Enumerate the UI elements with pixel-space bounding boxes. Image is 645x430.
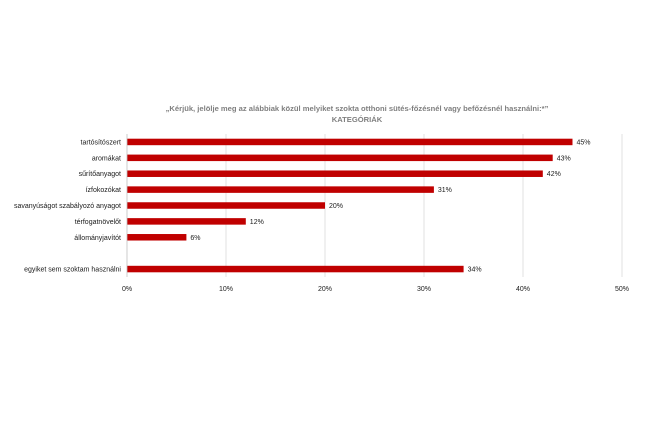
bar xyxy=(127,170,543,177)
chart-title: „Kérjük, jelölje meg az alábbiak közül m… xyxy=(166,104,549,113)
category-label: ízfokozókat xyxy=(86,187,121,194)
x-tick-label: 10% xyxy=(219,286,233,293)
data-label: 43% xyxy=(557,155,571,162)
bar xyxy=(127,202,325,209)
bar xyxy=(127,265,464,273)
data-label: 12% xyxy=(250,219,264,226)
bar xyxy=(127,234,187,241)
category-label: tartósítószert xyxy=(81,139,122,146)
data-label: 31% xyxy=(438,187,452,194)
chart-subtitle: KATEGÓRIÁK xyxy=(332,115,383,124)
category-label: aromákat xyxy=(92,155,121,162)
category-labels: tartósítószert aromákat sűrítőanyagot ízfok… xyxy=(14,139,121,273)
bar xyxy=(127,154,553,162)
data-label: 42% xyxy=(547,171,561,178)
x-tick-label: 30% xyxy=(417,286,431,293)
category-label: állományjavítót xyxy=(74,235,121,242)
bars xyxy=(127,138,573,273)
x-tick-label: 50% xyxy=(615,286,629,293)
bar xyxy=(127,186,434,193)
x-tick-label: 0% xyxy=(122,286,132,293)
bar xyxy=(127,138,573,146)
data-label: 45% xyxy=(577,139,591,146)
category-label: sűrítőanyagot xyxy=(79,171,121,178)
value-labels: 45% 43% 42% 31% 20% 12% 6% 34% xyxy=(190,139,590,273)
category-label: egyiket sem szoktam használni xyxy=(24,267,121,274)
x-tick-label: 20% xyxy=(318,286,332,293)
bar xyxy=(127,218,246,225)
category-label: savanyúságot szabályozó anyagot xyxy=(14,203,121,210)
category-label: térfogatnövelőt xyxy=(75,219,121,226)
data-label: 6% xyxy=(190,235,200,242)
data-label: 20% xyxy=(329,203,343,210)
x-tick-label: 40% xyxy=(516,286,530,293)
data-label: 34% xyxy=(468,267,482,274)
x-tick-labels: 0% 10% 20% 30% 40% 50% xyxy=(122,286,629,293)
